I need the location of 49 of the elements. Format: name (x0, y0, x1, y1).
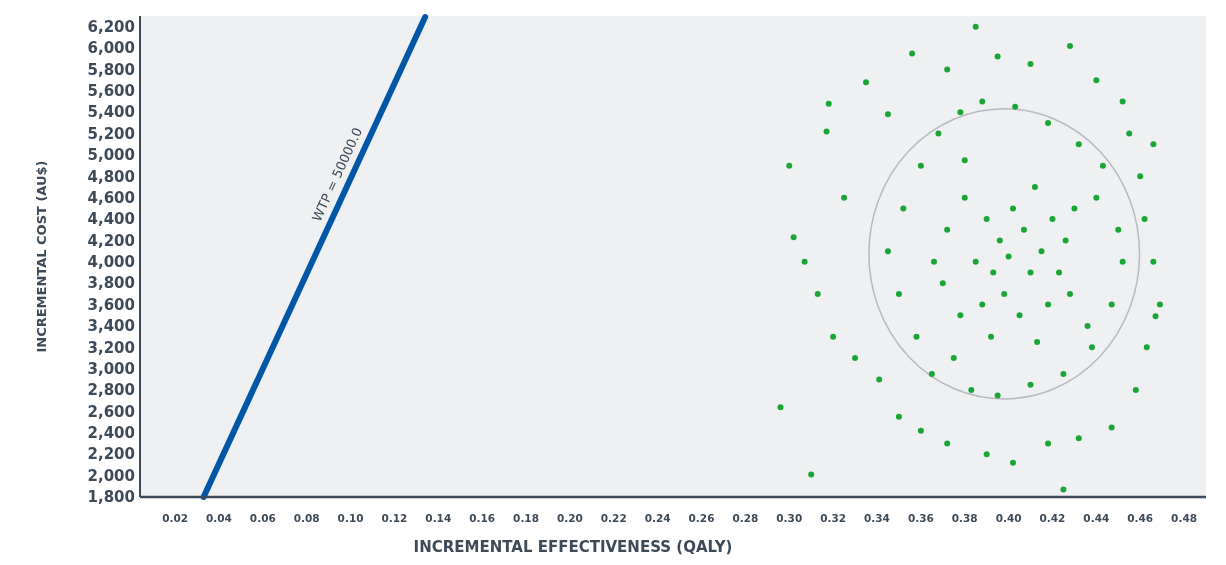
y-tick-label: 5,600 (87, 82, 135, 101)
x-tick-label: 0.20 (556, 512, 583, 524)
x-tick-label: 0.24 (644, 512, 671, 524)
y-tick-label: 2,800 (87, 381, 135, 400)
y-tick-label: 3,000 (87, 359, 135, 378)
y-tick-label: 4,200 (87, 231, 135, 250)
y-tick-label: 3,600 (87, 295, 135, 314)
y-axis-title: INCREMENTAL COST (AU$) (34, 160, 49, 353)
x-tick-label: 0.40 (995, 512, 1022, 524)
x-tick-label: 0.30 (776, 512, 803, 524)
x-tick-label: 0.36 (907, 512, 934, 524)
x-tick-label: 0.14 (425, 512, 452, 524)
x-tick-label: 0.16 (469, 512, 496, 524)
y-tick-label: 3,800 (87, 274, 135, 293)
x-tick-label: 0.04 (206, 512, 232, 524)
y-tick-label: 6,000 (87, 39, 135, 58)
y-tick-label: 2,600 (87, 402, 135, 421)
x-tick-label: 0.10 (337, 512, 364, 524)
x-tick-label: 0.02 (162, 512, 189, 524)
x-tick-label: 0.44 (1083, 512, 1110, 524)
x-tick-label: 0.46 (1127, 512, 1154, 524)
y-tick-label: 4,800 (87, 167, 135, 186)
x-tick-label: 0.42 (1039, 512, 1066, 524)
y-tick-label: 3,400 (87, 317, 135, 336)
x-tick-label: 0.12 (381, 512, 408, 524)
x-tick-label: 0.22 (600, 512, 627, 524)
x-tick-label: 0.48 (1171, 512, 1198, 524)
y-tick-label: 2,000 (87, 466, 135, 485)
x-tick-label: 0.28 (732, 512, 759, 524)
y-tick-label: 4,000 (87, 253, 135, 272)
x-tick-label: 0.18 (513, 512, 539, 524)
y-tick-label: 5,000 (87, 146, 135, 165)
y-tick-label: 2,400 (87, 424, 135, 443)
x-tick-label: 0.26 (688, 512, 715, 524)
y-tick-label: 6,200 (87, 17, 135, 36)
x-tick-label: 0.38 (951, 512, 978, 524)
y-tick-label: 5,200 (87, 124, 135, 143)
x-tick-label: 0.06 (249, 512, 276, 524)
x-tick-label: 0.08 (293, 512, 320, 524)
y-tick-label: 5,400 (87, 103, 135, 122)
x-tick-label: 0.32 (820, 512, 847, 524)
y-tick-label: 4,600 (87, 188, 135, 207)
x-axis-title: INCREMENTAL EFFECTIVENESS (QALY) (413, 538, 733, 556)
y-tick-label: 5,800 (87, 60, 135, 79)
y-tick-label: 2,200 (87, 445, 135, 464)
y-tick-label: 4,400 (87, 210, 135, 229)
y-tick-label: 3,200 (87, 338, 135, 357)
x-tick-label: 0.34 (864, 512, 890, 524)
y-tick-label: 1,800 (87, 488, 135, 507)
